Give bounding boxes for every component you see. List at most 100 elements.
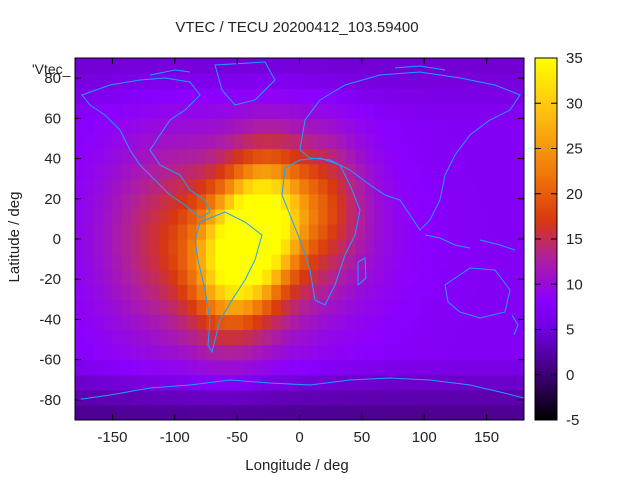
- heatmap-cell: [393, 359, 403, 376]
- heatmap-cell: [421, 148, 432, 165]
- heatmap-cell: [215, 58, 226, 74]
- heatmap-cell: [234, 133, 244, 150]
- heatmap-cell: [93, 148, 104, 165]
- heatmap-cell: [103, 374, 114, 391]
- heatmap-cell: [140, 329, 151, 346]
- heatmap-cell: [421, 88, 432, 104]
- heatmap-cell: [411, 314, 422, 331]
- heatmap-cell: [346, 88, 357, 104]
- heatmap-cell: [168, 73, 179, 89]
- heatmap-cell: [514, 163, 524, 180]
- heatmap-cell: [458, 223, 469, 240]
- heatmap-cell: [411, 148, 422, 165]
- heatmap-cell: [411, 223, 422, 240]
- heatmap-cell: [224, 163, 235, 180]
- heatmap-cell: [206, 73, 216, 89]
- heatmap-cell: [131, 178, 142, 195]
- heatmap-cell: [318, 148, 329, 165]
- heatmap-cell: [486, 133, 497, 150]
- heatmap-cell: [177, 208, 188, 225]
- heatmap-cell: [430, 404, 441, 420]
- heatmap-cell: [327, 359, 338, 376]
- heatmap-cell: [402, 359, 413, 376]
- heatmap-cell: [421, 239, 432, 255]
- heatmap-cell: [112, 359, 123, 376]
- heatmap-cell: [112, 193, 123, 210]
- heatmap-cell: [271, 178, 282, 195]
- heatmap-cell: [149, 193, 160, 210]
- heatmap-cell: [196, 118, 207, 134]
- heatmap-cell: [327, 269, 338, 285]
- heatmap-cell: [318, 344, 329, 361]
- heatmap-cell: [421, 118, 432, 134]
- heatmap-cell: [93, 193, 104, 210]
- heatmap-cell: [206, 103, 216, 119]
- heatmap-cell: [467, 359, 478, 376]
- heatmap-cell: [187, 344, 198, 361]
- heatmap-cell: [355, 148, 366, 165]
- colorbar-tick-label: 0: [566, 367, 574, 384]
- heatmap-cell: [365, 299, 375, 315]
- heatmap-cell: [196, 254, 207, 270]
- heatmap-cell: [243, 73, 254, 89]
- heatmap-cell: [505, 88, 516, 104]
- heatmap-cell: [84, 374, 95, 391]
- heatmap-cell: [477, 329, 488, 346]
- heatmap-cell: [215, 148, 226, 165]
- heatmap-cell: [196, 404, 207, 420]
- heatmap-cell: [280, 314, 291, 331]
- heatmap-cell: [121, 148, 132, 165]
- heatmap-cell: [252, 404, 263, 420]
- heatmap-cell: [112, 163, 123, 180]
- heatmap-cell: [290, 344, 301, 361]
- heatmap-cell: [430, 239, 441, 255]
- heatmap-cell: [84, 239, 95, 255]
- heatmap-cell: [290, 178, 301, 195]
- heatmap-cell: [187, 359, 198, 376]
- heatmap-cell: [177, 299, 188, 315]
- x-tick-label: -100: [160, 429, 190, 446]
- x-axis-title: Longitude / deg: [245, 457, 348, 474]
- heatmap-cell: [365, 208, 375, 225]
- heatmap-cell: [280, 404, 291, 420]
- heatmap-cell: [336, 58, 347, 74]
- heatmap-cell: [477, 178, 488, 195]
- heatmap-cell: [486, 239, 497, 255]
- heatmap-cell: [449, 103, 460, 119]
- heatmap-cell: [206, 389, 216, 406]
- heatmap-cell: [103, 193, 114, 210]
- chart-title: VTEC / TECU 20200412_103.59400: [175, 19, 418, 36]
- heatmap-cell: [449, 118, 460, 134]
- heatmap-cell: [187, 88, 198, 104]
- heatmap-cell: [206, 404, 216, 420]
- heatmap-cell: [514, 178, 524, 195]
- heatmap-cell: [449, 329, 460, 346]
- heatmap-cell: [290, 133, 301, 150]
- heatmap-cell: [439, 73, 450, 89]
- heatmap-cell: [140, 103, 151, 119]
- heatmap-cell: [411, 239, 422, 255]
- heatmap-cell: [290, 73, 301, 89]
- heatmap-cell: [477, 299, 488, 315]
- heatmap-cell: [112, 314, 123, 331]
- heatmap-cell: [402, 103, 413, 119]
- heatmap-cell: [458, 133, 469, 150]
- y-tick-label: 60: [44, 110, 61, 127]
- heatmap-cell: [187, 133, 198, 150]
- y-tick-label: 20: [44, 191, 61, 208]
- heatmap-cell: [93, 344, 104, 361]
- heatmap-cell: [374, 178, 385, 195]
- heatmap-cell: [93, 299, 104, 315]
- heatmap-cell: [505, 239, 516, 255]
- heatmap-cell: [439, 148, 450, 165]
- heatmap-cell: [449, 239, 460, 255]
- heatmap-cell: [336, 148, 347, 165]
- heatmap-cell: [327, 284, 338, 300]
- heatmap-cell: [252, 239, 263, 255]
- heatmap-cell: [159, 223, 170, 240]
- y-tick-label: -40: [39, 311, 61, 328]
- heatmap-cell: [393, 133, 403, 150]
- heatmap-cell: [393, 404, 403, 420]
- heatmap-cell: [467, 389, 478, 406]
- heatmap-cell: [393, 103, 403, 119]
